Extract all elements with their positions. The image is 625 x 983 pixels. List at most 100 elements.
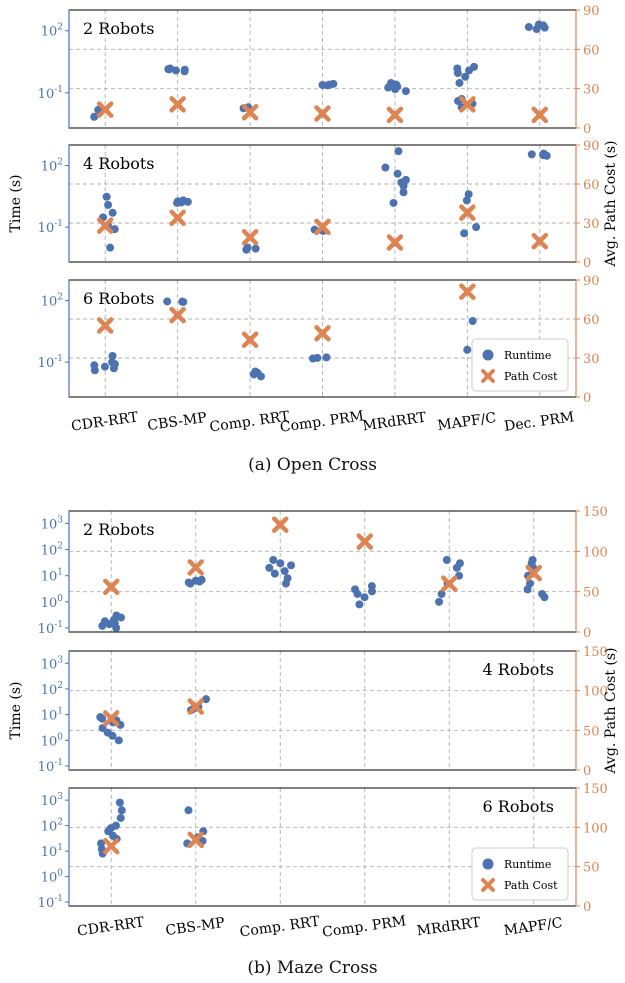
y-tick-label: 10-1 [38, 758, 63, 775]
y2-tick-label: 50 [583, 861, 600, 876]
runtime-point [116, 813, 125, 822]
runtime-point [455, 559, 464, 568]
runtime-point [115, 798, 124, 807]
runtime-point [109, 364, 118, 373]
y2-tick-label: 60 [583, 178, 600, 193]
path-cost-marker [169, 96, 186, 113]
runtime-point [464, 190, 473, 199]
legend-path-cost-label: Path Cost [504, 370, 558, 383]
runtime-point [523, 585, 532, 594]
runtime-point [100, 362, 109, 371]
x-tick-label: CBS-MP [165, 915, 226, 939]
y-axis-label: Time (s) [8, 175, 24, 233]
path-cost-marker [96, 101, 114, 118]
runtime-point [322, 353, 331, 362]
runtime-point [463, 345, 472, 354]
y-tick-label: 10-1 [38, 219, 63, 236]
runtime-point [117, 613, 126, 622]
path-cost-marker [525, 564, 542, 582]
legend-path-cost-marker [481, 878, 495, 892]
y2-tick-label: 30 [583, 352, 600, 367]
panel-label: 4 Robots [83, 154, 154, 173]
y2-tick-label: 100 [583, 821, 608, 836]
panel-label: 6 Robots [83, 289, 154, 308]
y2-tick-label: 90 [583, 139, 600, 154]
y2-tick-label: 50 [583, 724, 600, 739]
legend-runtime-label: Runtime [504, 349, 551, 362]
runtime-point [202, 695, 211, 704]
panel-2: 10-1 102 0 30 60 90 Time (s) Avg. Path Cost (s)… [8, 139, 619, 271]
runtime-point [104, 200, 113, 209]
runtime-point [389, 198, 398, 207]
y-axis-label: Time (s) [8, 682, 24, 740]
runtime-point [472, 223, 481, 232]
y-tick-label: 103 [41, 792, 64, 809]
legend-path-cost-label: Path Cost [504, 879, 558, 892]
path-cost-marker [187, 559, 204, 576]
runtime-point [468, 317, 477, 326]
runtime-point [532, 25, 541, 34]
panel-6: 10-1 100 101 102 103 0 50 100 150 6 Robots CDR-RRT… [38, 782, 608, 941]
y-tick-label: 103 [41, 515, 64, 532]
runtime-point [318, 80, 327, 89]
runtime-point [177, 198, 186, 207]
runtime-point [112, 623, 121, 632]
runtime-point [540, 593, 549, 602]
runtime-point [102, 192, 111, 201]
path-cost-marker [169, 306, 186, 324]
runtime-point [384, 83, 393, 92]
path-cost-marker [241, 331, 259, 349]
runtime-point [108, 731, 117, 740]
runtime-point [256, 372, 265, 381]
path-cost-marker [531, 106, 549, 124]
runtime-point [105, 620, 114, 629]
runtime-point [437, 589, 446, 598]
panel-3: 10-1 102 0 30 60 90 6 Robots CDR-RRT CBS-MP Comp.… [38, 274, 600, 436]
x-tick-label: MAPF/C [436, 410, 497, 434]
path-cost-marker [241, 104, 259, 121]
panel-1: 10-1 102 0 30 60 90 2 Robots [38, 4, 600, 137]
y2-tick-label: 90 [583, 4, 600, 19]
y-tick-label: 10-1 [38, 85, 63, 102]
y2-tick-label: 0 [583, 122, 591, 137]
y2-tick-label: 0 [583, 256, 591, 271]
path-cost-marker [96, 317, 114, 334]
runtime-point [367, 582, 376, 591]
y2-tick-label: 0 [583, 391, 591, 406]
runtime-point [163, 297, 172, 306]
runtime-point [183, 197, 192, 206]
runtime-point [393, 169, 402, 178]
runtime-point [329, 79, 338, 88]
panel-label: 6 Robots [483, 797, 554, 816]
runtime-point [197, 575, 206, 584]
caption-open-cross: (a) Open Cross [248, 455, 377, 475]
runtime-point [180, 67, 189, 76]
runtime-point [360, 593, 369, 602]
panel-label: 2 Robots [83, 520, 154, 539]
y-tick-label: 102 [41, 158, 63, 175]
path-cost-marker [272, 516, 289, 533]
y-tick-label: 100 [41, 594, 64, 611]
runtime-point [442, 555, 451, 564]
panel-4: 10-1 100 101 102 103 0 50 100 150 2 Robots [38, 505, 608, 641]
runtime-point [462, 196, 471, 205]
runtime-point [353, 589, 362, 598]
runtime-point [251, 367, 260, 376]
runtime-point [280, 567, 289, 576]
y-tick-label: 102 [41, 818, 63, 835]
path-cost-marker [241, 229, 259, 246]
runtime-point [243, 243, 252, 252]
runtime-point [394, 147, 403, 156]
x-tick-label: CDR-RRT [70, 409, 140, 434]
runtime-point [455, 78, 464, 87]
runtime-point [435, 597, 444, 606]
y-tick-label: 102 [41, 681, 63, 698]
runtime-point [281, 579, 290, 588]
x-tick-label: Comp. PRM [321, 913, 407, 941]
y2-tick-label: 0 [583, 900, 591, 915]
y-tick-label: 101 [41, 707, 63, 724]
runtime-point [165, 65, 174, 74]
y2-tick-label: 30 [583, 83, 600, 98]
path-cost-marker [314, 105, 331, 122]
y2-axis-label: Avg. Path Cost (s) [603, 647, 619, 774]
